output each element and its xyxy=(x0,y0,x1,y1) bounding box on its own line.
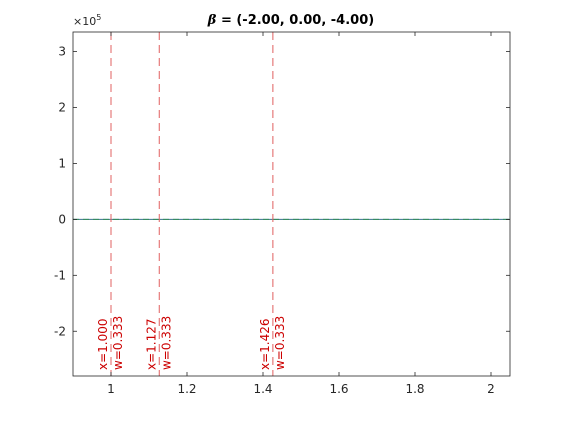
y-tick-label-3: 1 xyxy=(58,156,66,170)
node-x-label-3: x=1.426 xyxy=(258,318,272,370)
y-tick-label-2: 2 xyxy=(58,101,66,115)
x-tick-label-4: 1.6 xyxy=(329,382,348,396)
y-tick-label-5: -1 xyxy=(54,268,66,282)
x-tick-label-6: 2 xyxy=(487,382,495,396)
node-x-label-2: x=1.127 xyxy=(144,318,158,370)
y-axis: 3 2 1 0 -1 -2 xyxy=(54,45,510,338)
x-tick-label-3: 1.4 xyxy=(253,382,272,396)
y-exponent-label: ×105 xyxy=(73,13,101,28)
x-tick-label-5: 1.8 xyxy=(405,382,424,396)
x-tick-label-2: 1.2 xyxy=(177,382,196,396)
y-tick-label-4: 0 xyxy=(58,212,66,226)
x-tick-label-1: 1 xyxy=(107,382,115,396)
y-tick-label-6: -2 xyxy=(54,324,66,338)
node-w-label-1: w=0.333 xyxy=(111,316,125,370)
chart-title: β = (-2.00, 0.00, -4.00) xyxy=(207,13,374,28)
plot-area: x=1.000 w=0.333 x=1.127 w=0.333 x=1.426 w=0.3… xyxy=(73,32,510,376)
node-w-label-3: w=0.333 xyxy=(273,316,287,370)
node-x-label-1: x=1.000 xyxy=(96,318,110,370)
x-axis: 1 1.2 1.4 1.6 1.8 2 xyxy=(107,32,495,396)
y-tick-label-1: 3 xyxy=(58,45,66,59)
axes-box xyxy=(72,31,511,377)
node-w-label-2: w=0.333 xyxy=(159,316,173,370)
